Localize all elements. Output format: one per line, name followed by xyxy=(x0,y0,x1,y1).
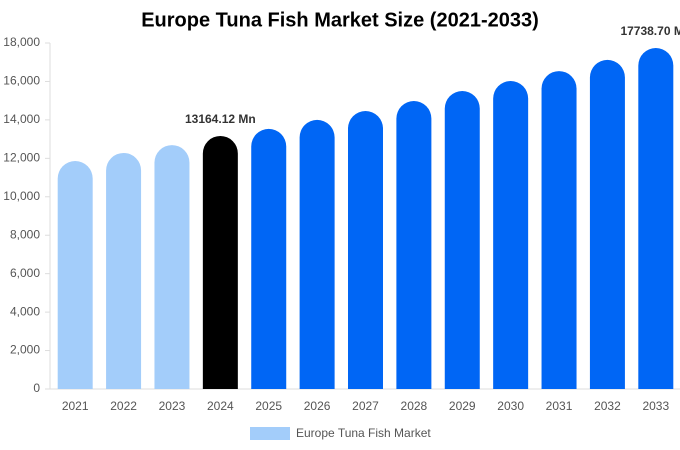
value-label: 17738.70 Mn xyxy=(620,24,680,38)
x-tick-label: 2031 xyxy=(546,399,573,413)
y-tick-label: 4,000 xyxy=(10,304,40,318)
bar xyxy=(444,91,480,390)
x-tick-label: 2022 xyxy=(110,399,137,413)
x-tick-label: 2024 xyxy=(207,399,234,413)
bar xyxy=(589,59,625,389)
y-tick-label: 12,000 xyxy=(3,151,40,165)
y-tick-label: 2,000 xyxy=(10,343,40,357)
bar xyxy=(154,145,190,389)
bar xyxy=(638,48,674,389)
x-tick-label: 2023 xyxy=(159,399,186,413)
x-tick-label: 2033 xyxy=(642,399,669,413)
bar xyxy=(251,128,287,389)
x-tick-label: 2025 xyxy=(255,399,282,413)
legend-label: Europe Tuna Fish Market xyxy=(296,426,431,440)
y-tick-label: 14,000 xyxy=(3,112,40,126)
x-tick-label: 2029 xyxy=(449,399,476,413)
bar xyxy=(348,111,383,389)
x-tick-label: 2026 xyxy=(304,399,331,413)
x-tick-label: 2028 xyxy=(401,399,428,413)
x-tick-label: 2032 xyxy=(594,399,621,413)
y-tick-label: 0 xyxy=(33,381,40,395)
y-tick-label: 10,000 xyxy=(3,189,40,203)
chart-title: Europe Tuna Fish Market Size (2021-2033) xyxy=(141,9,539,31)
y-tick-label: 8,000 xyxy=(10,227,40,241)
bar xyxy=(299,119,335,389)
bar xyxy=(202,135,238,389)
y-tick-label: 18,000 xyxy=(3,35,40,49)
value-label: 13164.12 Mn xyxy=(185,112,256,126)
bar xyxy=(541,71,577,389)
x-tick-label: 2027 xyxy=(352,399,379,413)
bar xyxy=(493,81,529,389)
y-tick-label: 16,000 xyxy=(3,74,40,88)
bar xyxy=(396,101,432,389)
bar xyxy=(57,161,93,389)
x-tick-label: 2021 xyxy=(62,399,89,413)
y-tick-label: 6,000 xyxy=(10,266,40,280)
x-tick-label: 2030 xyxy=(497,399,524,413)
legend-swatch xyxy=(250,427,290,440)
bar xyxy=(106,152,142,389)
